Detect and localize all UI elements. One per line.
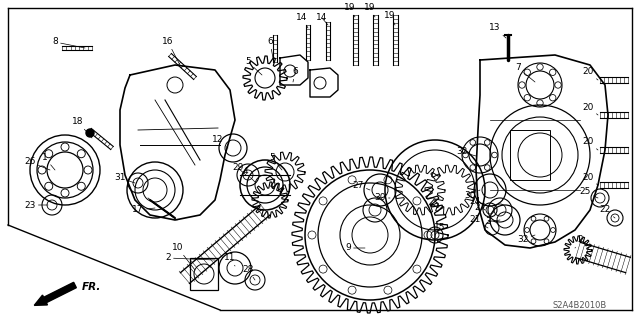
Text: 10: 10 [172,243,195,270]
Text: 6: 6 [267,38,273,58]
Text: 11: 11 [224,254,236,266]
Text: 2: 2 [165,254,215,263]
Text: 20: 20 [582,137,598,150]
Text: 19: 19 [364,4,376,17]
Text: 7: 7 [515,63,535,82]
Text: 3: 3 [485,218,500,226]
Text: 24: 24 [469,197,485,210]
Text: 5: 5 [245,57,262,75]
Text: 29: 29 [232,164,246,175]
Circle shape [86,129,94,137]
Text: 22: 22 [600,205,615,218]
Text: 16: 16 [163,38,180,65]
Bar [190,258,218,290]
Text: 15: 15 [435,224,445,235]
Text: 14: 14 [316,13,328,25]
Text: 30: 30 [464,190,480,199]
Text: 6: 6 [292,68,298,82]
Bar [510,130,550,180]
Text: 19: 19 [344,4,356,17]
Text: 13: 13 [489,24,506,38]
Text: 26: 26 [24,158,50,170]
Text: 20: 20 [582,68,598,80]
Text: 28: 28 [243,265,255,280]
Text: 17: 17 [132,205,155,214]
Text: 2: 2 [575,235,583,248]
Text: 19: 19 [384,11,396,25]
Text: 32: 32 [456,147,476,157]
Text: 12: 12 [212,136,228,148]
Text: 4: 4 [242,167,255,182]
Text: 32: 32 [517,235,535,244]
Text: 9: 9 [345,243,365,253]
Text: 20: 20 [582,174,598,185]
Text: 5: 5 [269,153,282,170]
Text: 14: 14 [296,13,308,28]
Text: FR.: FR. [82,282,101,292]
Text: S2A4B2010B: S2A4B2010B [553,300,607,309]
Text: 31: 31 [115,174,135,183]
Text: 23: 23 [24,201,48,210]
Text: 30: 30 [374,194,390,203]
Text: 27: 27 [352,181,370,190]
Text: 8: 8 [52,38,85,48]
Text: 18: 18 [72,117,92,138]
Text: 21: 21 [469,216,488,228]
Text: 1: 1 [42,153,55,170]
Text: 27: 27 [474,204,490,212]
Text: 20: 20 [582,102,598,115]
Text: 25: 25 [579,188,598,198]
FancyArrow shape [35,282,76,305]
